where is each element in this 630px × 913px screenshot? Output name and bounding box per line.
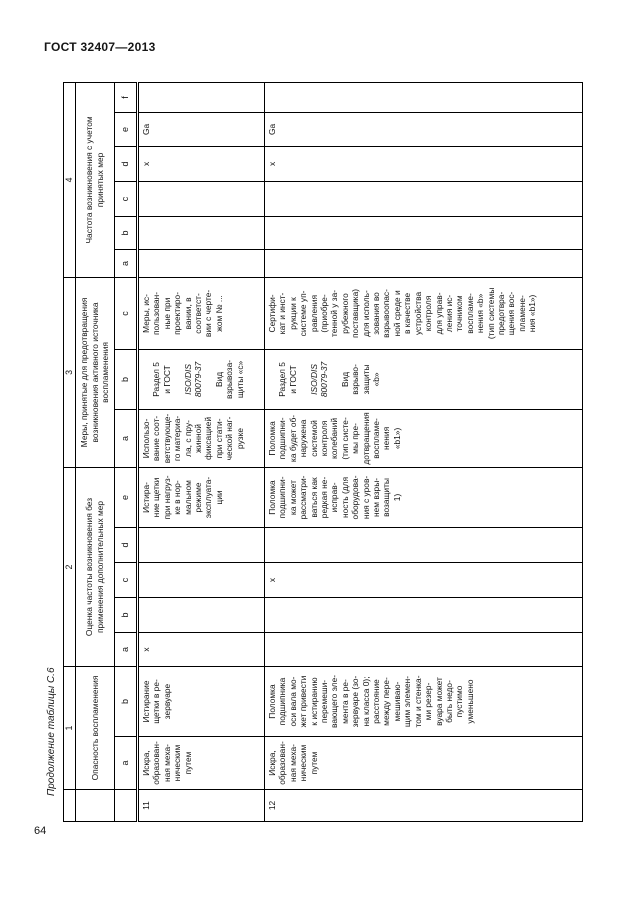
cell-r12-4c — [264, 181, 583, 217]
header-cell-rownum-blank — [114, 789, 138, 822]
cell-r12-2d — [264, 527, 583, 563]
cell-r12-4b — [264, 216, 583, 250]
cell-r12-2b — [264, 597, 583, 633]
subcol-4a: a — [114, 249, 138, 278]
table-continuation-caption: Продолжение таблицы С.6 — [46, 667, 57, 796]
subcol-4d: d — [114, 146, 138, 182]
subcol-2b: b — [114, 597, 138, 633]
group-number-3: 3 — [63, 277, 76, 468]
cell-r12-1a: Искра, образован- ная меха- ническим пут… — [264, 736, 583, 790]
cell-r12-4f — [264, 82, 583, 113]
cell-r11-1a: Искра, образован- ная меха- ническим пут… — [137, 736, 265, 790]
subcol-4e: e — [114, 112, 138, 147]
cell-r12-2e: Поломка подшипни- ка может рассматри- ва… — [264, 467, 583, 528]
cell-r11-4d: x — [137, 146, 265, 182]
cell-r11-2a: x — [137, 632, 265, 667]
cell-r11-4e: Ga — [137, 112, 265, 147]
cell-r12-1b: Поломка подшипника оси вала мо- жет прив… — [264, 666, 583, 737]
cell-r12-4a — [264, 249, 583, 278]
cell-r12-3b-standard-ref: ISO/DIS 80079-37 — [308, 361, 330, 398]
rotated-table-container: 1 2 3 4 Опасность воспламенения Оценка ч… — [63, 81, 583, 822]
cell-r11-3c: Меры, ис- пользован- ные при проектиро- … — [137, 277, 265, 350]
table-row-11: 11 Искра, образован- ная меха- ническим … — [137, 82, 265, 822]
subcol-2a: a — [114, 632, 138, 667]
cell-r11-4f — [137, 82, 265, 113]
standard-number-header: ГОСТ 32407—2013 — [44, 40, 156, 54]
group-number-1: 1 — [63, 666, 76, 790]
cell-r11-2c — [137, 562, 265, 598]
cell-r11-1b: Истирание щетки в ре- зервуаре — [137, 666, 265, 737]
cell-r12-4e: Ga — [264, 112, 583, 147]
subcol-4c: c — [114, 181, 138, 217]
subcol-3a: a — [114, 409, 138, 468]
cell-r12-3b: Раздел 5 и ГОСТ ISO/DIS 80079-37 Вид взр… — [264, 349, 583, 410]
subcol-4f: f — [114, 82, 138, 113]
subcol-2d: d — [114, 527, 138, 563]
cell-r11-4b — [137, 216, 265, 250]
subcol-2e: e — [114, 467, 138, 528]
cell-r11-2e: Истира- ние щетки при нагруз- ке в нор- … — [137, 467, 265, 528]
header-row-group-numbers: 1 2 3 4 — [63, 82, 76, 822]
cell-r12-3a: Поломка подшипни- ка будет об- наружена … — [264, 409, 583, 468]
ignition-hazard-table: 1 2 3 4 Опасность воспламенения Оценка ч… — [63, 81, 583, 822]
group-title-frequency-with-measures: Частота возникновения с учетом принятых … — [75, 82, 115, 278]
group-title-frequency-without-measures: Оценка частоты возникновения без примене… — [75, 467, 115, 667]
subcol-1a: a — [114, 736, 138, 790]
group-title-hazard: Опасность воспламенения — [75, 666, 115, 790]
cell-r11-3b-standard-ref: ISO/DIS 80079-37 — [182, 361, 204, 398]
header-cell-rownum-blank — [75, 789, 115, 822]
cell-r12-3b-text: Раздел 5 и ГОСТ — [277, 362, 298, 397]
cell-r12-3c: Сертифи- кат и инст- рукции к системе уп… — [264, 277, 583, 350]
subcol-4b: b — [114, 216, 138, 250]
subcol-1b: b — [114, 666, 138, 737]
cell-r12-4d: x — [264, 146, 583, 182]
cell-r11-4c — [137, 181, 265, 217]
cell-r11-2b — [137, 597, 265, 633]
cell-r12-2a — [264, 632, 583, 667]
cell-r12-3b-text: Вид взрыво- защиты «b» — [339, 364, 382, 395]
cell-r11-4a — [137, 249, 265, 278]
group-number-2: 2 — [63, 467, 76, 667]
subcol-2c: c — [114, 562, 138, 598]
row-number: 11 — [137, 789, 265, 822]
cell-r11-2d — [137, 527, 265, 563]
cell-r11-3b: Раздел 5 и ГОСТ ISO/DIS 80079-37 Вид взр… — [137, 349, 265, 410]
cell-r11-3b-text: Раздел 5 и ГОСТ — [151, 362, 172, 397]
subcol-3c: c — [114, 277, 138, 350]
header-cell-rownum-blank — [63, 789, 76, 822]
header-row-group-titles: Опасность воспламенения Оценка частоты в… — [75, 82, 115, 822]
cell-r11-3b-text: Вид взрывоза- щиты «с» — [213, 359, 245, 399]
table-row-12: 12 Искра, образован- ная меха- ническим … — [264, 82, 583, 822]
group-number-4: 4 — [63, 82, 76, 278]
cell-r12-2c: x — [264, 562, 583, 598]
row-number: 12 — [264, 789, 583, 822]
subcol-3b: b — [114, 349, 138, 410]
header-row-subcolumn-letters: a b a b c d e a b c a b c d e f — [114, 82, 138, 822]
page-number: 64 — [34, 825, 47, 837]
cell-r11-3a: Использо- вание соот- ветствующе- го мат… — [137, 409, 265, 468]
group-title-measures-taken: Меры, принятые для предотвращения возник… — [75, 277, 115, 468]
